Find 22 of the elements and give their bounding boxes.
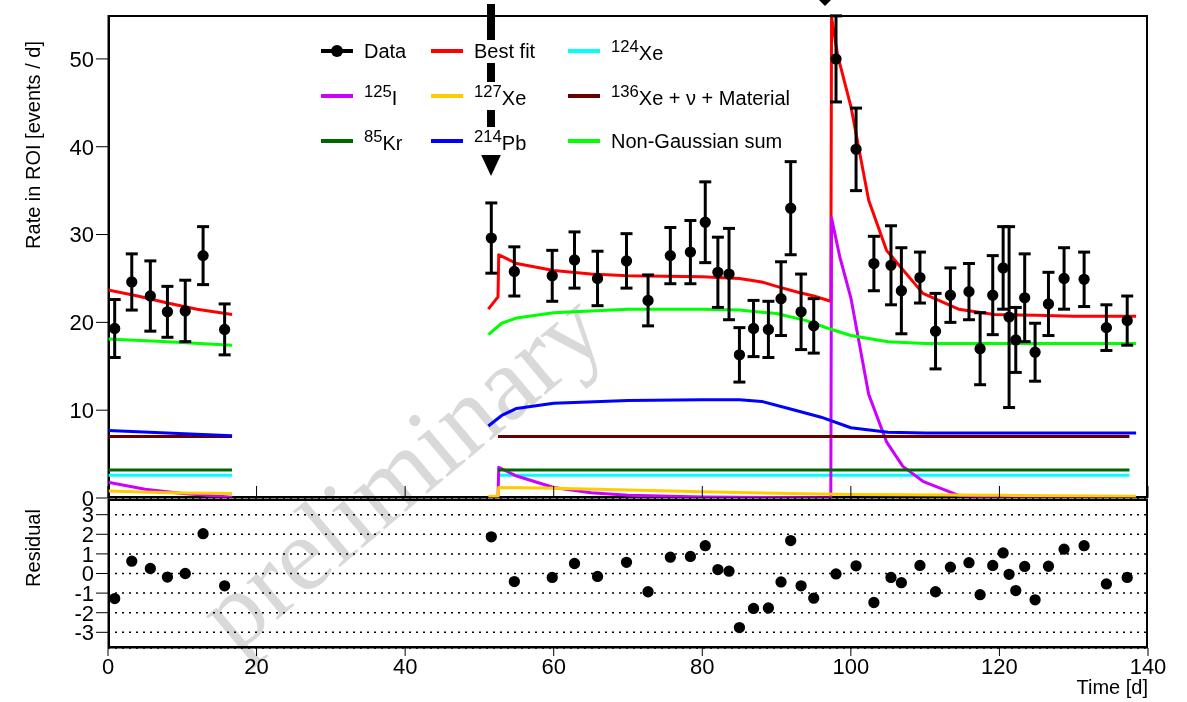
x-axis-title: Time [d] [1076, 676, 1148, 698]
legend-label: Non-Gaussian sum [611, 129, 783, 153]
legend-label: $^{127}$Xe [474, 82, 527, 110]
legend-label: $^{85}$Kr [364, 127, 403, 155]
y-tick-label: 40 [69, 134, 94, 160]
y-tick-label: 30 [69, 222, 94, 248]
x-tick-label: 100 [832, 653, 870, 679]
y-axis-title: Residual [22, 509, 44, 587]
legend-label: Data [364, 39, 407, 63]
y-axis-title: Rate in ROI [events / d] [22, 41, 44, 249]
x-tick-label: 140 [1129, 653, 1167, 679]
legend-label: $^{214}$Pb [474, 127, 527, 155]
legend-label: $^{136}$Xe + ν + Material [611, 82, 790, 110]
y-tick-label: 20 [69, 310, 94, 336]
legend-label: $^{124}$Xe [611, 37, 664, 65]
legend-label: Best fit [474, 39, 536, 63]
x-tick-label: 80 [690, 653, 715, 679]
x-tick-label: 0 [101, 653, 115, 679]
x-tick-label: 120 [981, 653, 1018, 679]
y-tick-label: 10 [69, 397, 94, 423]
y-tick-label: 50 [69, 46, 94, 72]
legend-label: $^{125}$I [364, 82, 398, 110]
